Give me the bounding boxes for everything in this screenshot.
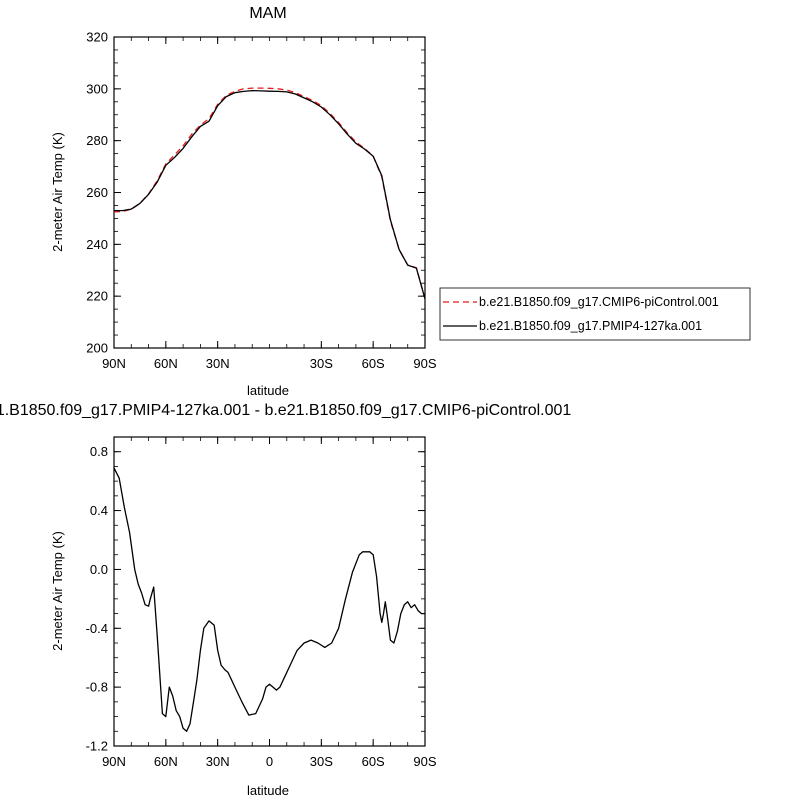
bottom-y-axis-label: 2-meter Air Temp (K) (50, 531, 65, 651)
top-series-line-b-e21-b1850-f09-g17-pmip4-127ka-001 (114, 89, 426, 299)
bottom-x-tick-label: 60N (154, 754, 178, 769)
legend-box (439, 287, 751, 341)
bottom-x-tick-label: 90S (413, 754, 436, 769)
top-y-axis-label: 2-meter Air Temp (K) (50, 132, 65, 252)
top-y-tick-label: 320 (86, 30, 108, 45)
bottom-y-tick-label: 0.0 (90, 562, 108, 577)
bottom-x-tick-label: 0 (266, 754, 273, 769)
bottom-y-tick-label: 0.8 (90, 444, 108, 459)
bottom-x-tick-label: 30S (310, 754, 333, 769)
top-x-tick-label: 60S (362, 356, 385, 371)
bottom-x-tick-label: 90N (102, 754, 126, 769)
bottom-chart-panel: b.e21.B1850.f09_g17.PMIP4-127ka.001 - b.… (0, 402, 571, 798)
bottom-x-axis-label: latitude (247, 783, 289, 798)
top-chart-title: MAM (249, 5, 286, 22)
top-x-tick-label: 60N (154, 356, 178, 371)
bottom-y-tick-label: -0.4 (86, 621, 108, 636)
bottom-y-tick-label: -1.2 (86, 739, 108, 754)
bottom-y-tick-label: -0.8 (86, 680, 108, 695)
top-y-tick-label: 300 (86, 81, 108, 96)
bottom-axis-ticks: 90N 60N 30N 0 30S 60S 90S -1.2 -0.8 -0.4 0.0 0.4 0.8 (86, 436, 437, 769)
top-axis-ticks: 90N 60N 30N 30S 60S 90S 200 220 240 260 280 300 320 (86, 30, 437, 372)
top-chart-panel: MAM 90N 60N 30N 30S 60S 90S 200 220 240 260 280 300… (50, 5, 437, 398)
bottom-series-lines (113, 467, 425, 732)
top-x-tick-label: 90N (102, 356, 126, 371)
top-y-tick-label: 280 (86, 133, 108, 148)
top-series-line-b-e21-b1850-f09-g17-cmip6-picontrol-001 (113, 87, 426, 299)
legend: b.e21.B1850.f09_g17.CMIP6-piControl.001 … (439, 287, 751, 341)
legend-label-cmip6-picontrol: b.e21.B1850.f09_g17.CMIP6-piControl.001 (479, 295, 719, 309)
top-plot-frame (113, 36, 426, 349)
top-series-lines (113, 87, 426, 299)
bottom-series-line-series (113, 467, 425, 732)
top-x-tick-label: 30S (310, 356, 333, 371)
top-x-tick-label: 30N (206, 356, 230, 371)
top-y-tick-label: 260 (86, 185, 108, 200)
top-x-tick-label: 90S (413, 356, 436, 371)
top-y-tick-label: 220 (86, 289, 108, 304)
legend-label-pmip4-127ka: b.e21.B1850.f09_g17.PMIP4-127ka.001 (479, 319, 702, 333)
bottom-y-tick-label: 0.4 (90, 503, 108, 518)
bottom-x-tick-label: 60S (362, 754, 385, 769)
top-x-axis-label: latitude (247, 383, 289, 398)
bottom-x-tick-label: 30N (206, 754, 230, 769)
top-y-tick-label: 200 (86, 341, 108, 356)
bottom-chart-title: b.e21.B1850.f09_g17.PMIP4-127ka.001 - b.… (0, 402, 571, 419)
top-y-tick-label: 240 (86, 237, 108, 252)
